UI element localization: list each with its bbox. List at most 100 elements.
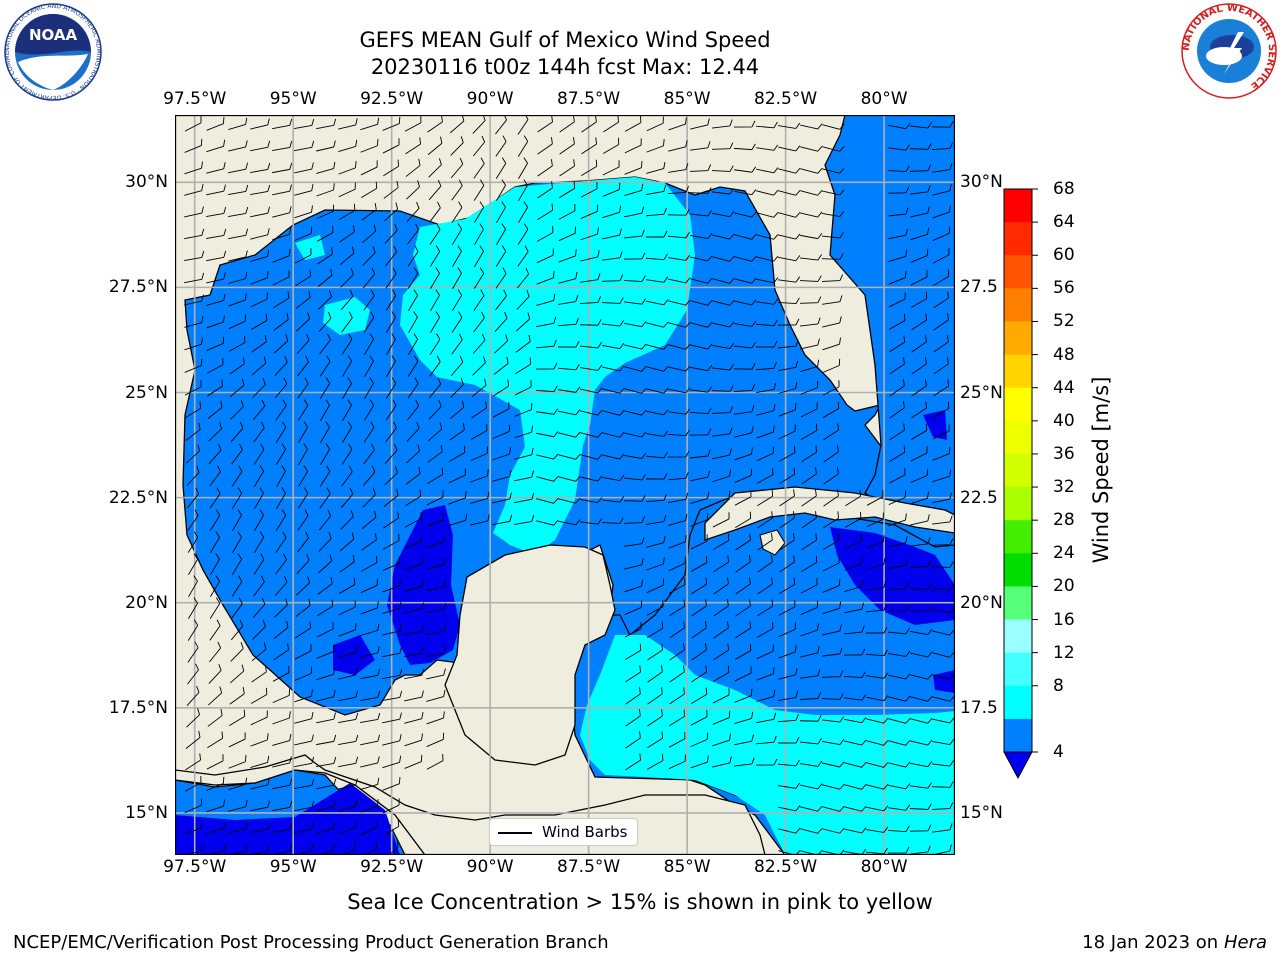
lon-tick-top: 90°W — [466, 89, 514, 109]
wind-barb — [580, 497, 603, 504]
wind-barb — [360, 799, 379, 813]
wind-barb — [320, 399, 330, 421]
wind-barb — [537, 115, 553, 133]
wind-barb — [406, 421, 420, 442]
wind-barb — [932, 248, 950, 264]
wind-barb — [316, 756, 337, 768]
wind-barb — [230, 642, 244, 662]
wind-barb — [778, 339, 799, 349]
wind-barb — [473, 157, 485, 179]
wind-barb — [272, 756, 292, 768]
calm-zone-bahamas — [923, 410, 947, 440]
colorbar-tick-label: 60 — [1053, 245, 1075, 266]
wind-barb — [383, 488, 399, 507]
wind-barb — [712, 255, 735, 262]
wind-barb — [382, 556, 401, 571]
wind-barb — [756, 404, 776, 416]
wind-barb — [316, 161, 336, 174]
wind-barb — [206, 162, 226, 174]
wind-barb — [822, 295, 843, 305]
wind-barb — [536, 431, 559, 438]
wind-barb — [601, 517, 624, 524]
wind-barb — [601, 297, 624, 304]
wind-barb — [910, 468, 929, 483]
wind-barb — [646, 536, 666, 548]
wind-barb — [385, 245, 398, 267]
wind-barb — [558, 431, 581, 438]
wind-barb — [559, 181, 576, 199]
wind-barb — [342, 399, 352, 422]
wind-barb — [404, 580, 424, 592]
wind-barb — [338, 118, 358, 130]
wind-barb — [382, 624, 402, 636]
wind-barb — [668, 754, 686, 770]
wind-barb — [338, 600, 356, 616]
wind-barb — [624, 365, 647, 372]
wind-barb — [778, 668, 798, 680]
wind-barb — [866, 512, 884, 528]
wind-barb — [756, 233, 779, 240]
wind-barb — [341, 333, 353, 355]
wind-barb — [426, 535, 446, 549]
wind-barb — [734, 688, 753, 703]
wind-barb — [474, 223, 484, 246]
wind-barb — [228, 314, 246, 330]
wind-barb — [800, 402, 818, 418]
wind-barb — [910, 185, 931, 195]
wind-barb — [294, 118, 315, 130]
wind-barb — [910, 270, 928, 286]
wind-barb — [779, 533, 795, 551]
wind-barb — [822, 533, 840, 550]
wind-barb — [690, 141, 711, 151]
wind-barb — [888, 207, 909, 217]
wind-barb — [492, 447, 511, 461]
wind-barb — [450, 136, 464, 156]
wind-barb — [188, 553, 198, 575]
wind-barb — [909, 824, 932, 832]
wind-barb — [206, 139, 226, 153]
noaa-logo-text: NOAA — [29, 26, 78, 44]
wind-barb — [320, 421, 330, 444]
wind-barb — [360, 623, 380, 636]
wind-barb — [472, 356, 486, 376]
wind-barb — [865, 603, 887, 613]
wind-barb — [778, 403, 797, 417]
wind-barb — [451, 289, 463, 311]
wind-barb — [272, 711, 291, 725]
wind-barb — [228, 117, 248, 130]
wind-barb — [932, 717, 955, 724]
wind-barb — [910, 651, 933, 658]
wind-barb — [712, 710, 731, 725]
wind-barb — [602, 431, 625, 438]
wind-barb — [210, 531, 220, 553]
wind-barb — [251, 642, 267, 662]
wind-barb — [451, 311, 463, 333]
wind-barb — [602, 320, 624, 327]
wind-barb — [889, 445, 906, 463]
wind-barb — [735, 555, 751, 573]
lat-tick-right: 20°N — [960, 592, 1003, 613]
wind-barb — [602, 474, 625, 482]
wind-barb — [407, 223, 419, 245]
wind-barb — [777, 736, 800, 744]
wind-barb — [800, 211, 823, 218]
wind-barb — [206, 358, 224, 374]
wind-barb — [272, 665, 290, 682]
wind-barb — [799, 296, 822, 304]
wind-barb — [668, 343, 691, 350]
wind-barb — [668, 577, 686, 594]
wind-barb — [778, 145, 801, 152]
wind-barb — [911, 357, 927, 375]
wind-barb-legend-line — [498, 832, 532, 834]
wind-barb — [558, 226, 576, 242]
wind-barb — [339, 532, 355, 552]
wind-barb — [206, 228, 227, 240]
wind-barb — [363, 399, 375, 421]
wind-barb — [559, 137, 575, 155]
wind-barb — [933, 269, 950, 286]
wind-barb — [537, 181, 553, 199]
wind-barb — [383, 511, 399, 529]
wind-barb — [712, 448, 732, 460]
wind-barb — [822, 578, 841, 593]
wind-barb — [254, 487, 264, 510]
